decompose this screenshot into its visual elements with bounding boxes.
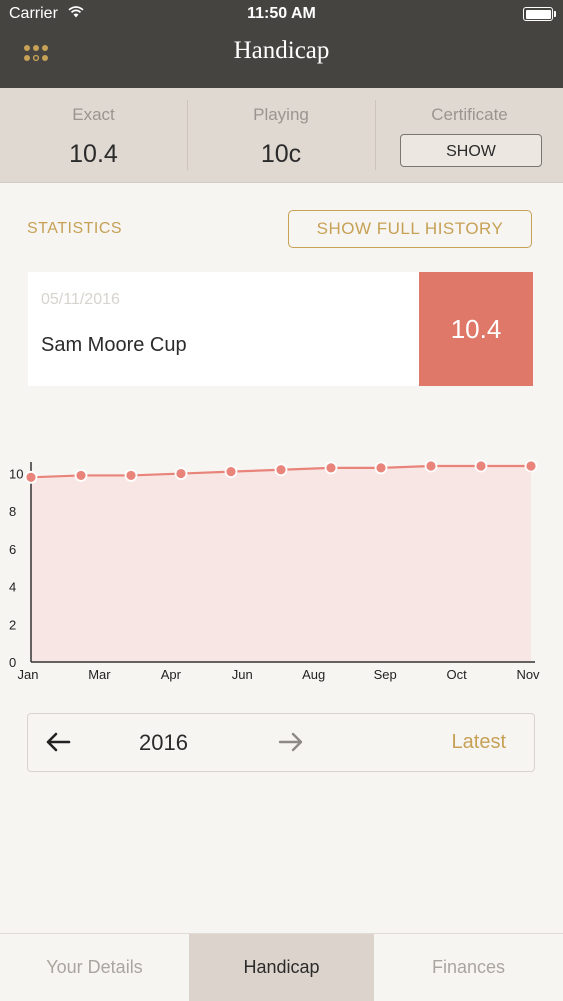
status-bar: Carrier 11:50 AM — [0, 0, 563, 30]
battery-icon — [523, 7, 556, 21]
y-tick-label: 4 — [9, 580, 16, 595]
show-full-history-button[interactable]: SHOW FULL HISTORY — [288, 210, 532, 248]
round-name: Sam Moore Cup — [41, 334, 187, 356]
latest-button[interactable]: Latest — [451, 731, 506, 753]
divider — [187, 100, 188, 170]
chart-point — [374, 461, 388, 475]
handicap-chart: 0 2 4 6 8 10 Jan Mar Apr Jun Aug Sep Oct Nov — [9, 459, 540, 682]
x-tick-label: Mar — [88, 667, 111, 682]
chart-point — [24, 470, 38, 484]
x-tick-label: Aug — [302, 667, 325, 682]
playing-value: 10c — [260, 140, 302, 168]
exact-label: Exact — [72, 105, 115, 124]
x-tick-label: Oct — [446, 667, 467, 682]
certificate-column: Certificate SHOW — [376, 88, 563, 182]
arrow-right-icon[interactable] — [277, 728, 305, 756]
y-tick-label: 2 — [9, 617, 16, 632]
handicap-summary: Exact 10.4 Playing 10c Certificate SHOW — [0, 88, 563, 183]
chart-point — [274, 463, 288, 477]
tab-your-details[interactable]: Your Details — [46, 957, 143, 977]
x-tick-label: Apr — [161, 667, 182, 682]
wifi-icon — [68, 6, 84, 18]
tab-finances[interactable]: Finances — [431, 957, 506, 977]
clock: 11:50 AM — [247, 5, 316, 22]
exact-column: Exact 10.4 — [0, 88, 187, 182]
x-tick-label: Sep — [374, 667, 397, 682]
show-certificate-button[interactable]: SHOW — [400, 134, 542, 167]
exact-value: 10.4 — [69, 140, 118, 168]
chart-point — [74, 469, 88, 482]
tab-bar: Your Details Handicap Finances — [0, 933, 563, 1001]
statistics-label: STATISTICS — [27, 220, 123, 237]
y-tick-label: 10 — [9, 467, 23, 482]
year-selector: 2016 Latest — [27, 713, 535, 772]
certificate-label: Certificate — [431, 105, 508, 124]
carrier-label: Carrier — [9, 5, 58, 22]
playing-label: Playing — [253, 105, 309, 124]
playing-column: Playing 10c — [188, 88, 374, 182]
round-date: 05/11/2016 — [41, 291, 120, 308]
chart-point — [324, 461, 338, 475]
year-label: 2016 — [139, 730, 188, 755]
navigation-bar: Carrier 11:50 AM Handicap — [0, 0, 563, 88]
x-tick-label: Nov — [516, 667, 540, 682]
divider — [375, 100, 376, 170]
chart-point — [474, 459, 488, 473]
page-title: Handicap — [233, 37, 330, 64]
tab-handicap[interactable]: Handicap — [189, 934, 374, 1001]
grid-dots-icon[interactable] — [20, 40, 52, 68]
chart-area-fill — [31, 466, 531, 662]
y-tick-label: 8 — [9, 504, 16, 519]
x-tick-label: Jan — [18, 667, 39, 682]
chart-point — [124, 469, 138, 482]
round-score-badge: 10.4 — [419, 272, 533, 386]
chart-point — [174, 467, 188, 480]
chart-point — [224, 465, 238, 479]
chart-point — [524, 459, 538, 473]
arrow-left-icon[interactable] — [44, 728, 72, 756]
latest-round-card[interactable]: 05/11/2016 Sam Moore Cup 10.4 — [28, 272, 533, 386]
chart-point — [424, 459, 438, 473]
y-tick-label: 6 — [9, 542, 16, 557]
y-tick-label: 0 — [9, 655, 16, 670]
x-tick-label: Jun — [232, 667, 253, 682]
